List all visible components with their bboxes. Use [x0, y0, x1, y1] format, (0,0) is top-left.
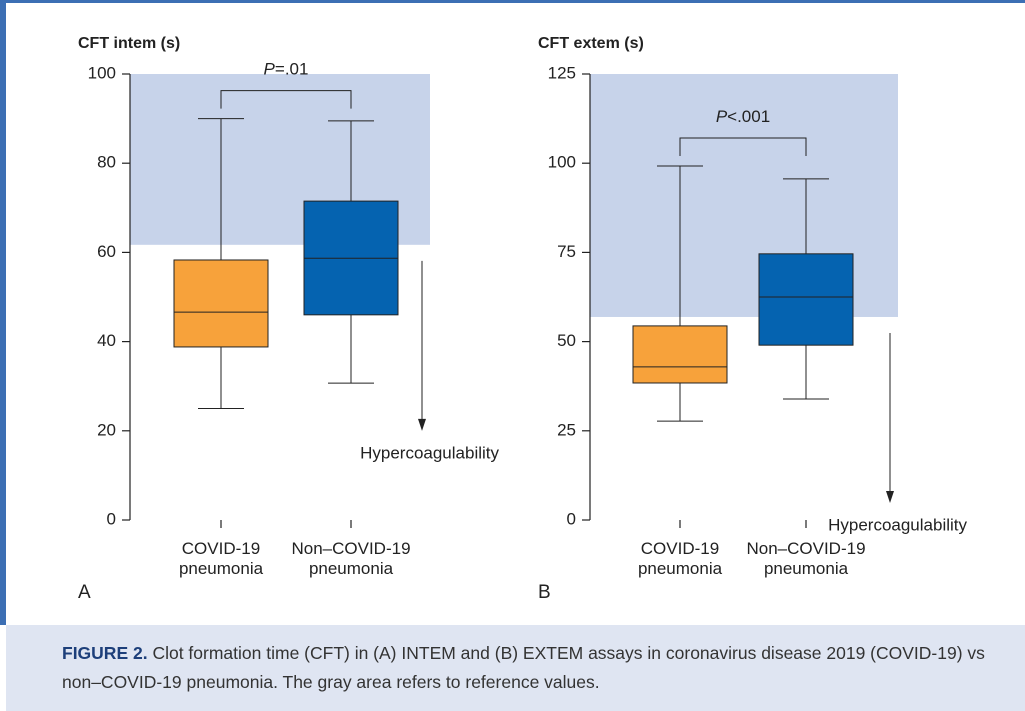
box — [758, 253, 854, 346]
p-symbol: P — [716, 108, 728, 127]
panel-label: B — [538, 582, 551, 603]
x-tick-label: Non–COVID-19 pneumonia — [746, 539, 865, 578]
y-tick-label: 25 — [557, 420, 576, 439]
y-tick-label: 80 — [97, 153, 116, 172]
arrow-head — [886, 490, 894, 503]
y-axis-title: CFT intem (s) — [78, 35, 180, 52]
note: Hypercoagulability — [828, 515, 967, 534]
p-bracket — [220, 90, 352, 109]
p-rest: =.01 — [275, 60, 309, 79]
y-tick-label: 75 — [557, 242, 576, 261]
caption-text: Clot formation time (CFT) in (A) INTEM a… — [62, 643, 985, 692]
box — [173, 259, 269, 348]
caption: FIGURE 2. Clot formation time (CFT) in (… — [6, 625, 1025, 711]
box — [632, 325, 728, 384]
y-tick-label: 60 — [97, 242, 116, 261]
y-tick-label: 125 — [548, 63, 576, 82]
y-tick-label: 100 — [548, 153, 576, 172]
y-tick-label: 100 — [88, 63, 116, 82]
x-tick-label: COVID-19 pneumonia — [638, 539, 723, 578]
y-tick-label: 0 — [567, 509, 576, 528]
p-rest: <.001 — [727, 108, 770, 127]
x-tick-label-line: Non–COVID-19 — [746, 539, 865, 558]
x-tick-label-line: pneumonia — [764, 559, 849, 578]
panel-label: A — [78, 582, 91, 603]
x-tick-label-line: Non–COVID-19 — [291, 539, 410, 558]
x-tick-label-line: pneumonia — [309, 559, 394, 578]
frame-border — [0, 0, 1025, 3]
x-tick-label-line: pneumonia — [179, 559, 264, 578]
x-tick-label: Non–COVID-19 pneumonia — [291, 539, 410, 578]
p-bracket — [679, 137, 807, 157]
p-symbol: P — [264, 60, 276, 79]
x-tick-label-line: COVID-19 — [641, 539, 719, 558]
x-tick-label-line: COVID-19 — [182, 539, 260, 558]
caption-label: FIGURE 2. — [62, 643, 148, 663]
frame-border — [0, 0, 6, 625]
y-tick-label: 0 — [107, 509, 116, 528]
y-tick-label: 40 — [97, 331, 116, 350]
arrow-head — [418, 418, 426, 431]
x-tick-label: COVID-19 pneumonia — [179, 539, 264, 578]
y-axis-title: CFT extem (s) — [538, 35, 644, 52]
x-tick-label-line: pneumonia — [638, 559, 723, 578]
note: Hypercoagulability — [360, 443, 499, 462]
y-tick-label: 20 — [97, 420, 116, 439]
p-value: P<.001 — [716, 108, 770, 127]
p-value: P=.01 — [264, 60, 309, 79]
y-tick-label: 50 — [557, 331, 576, 350]
